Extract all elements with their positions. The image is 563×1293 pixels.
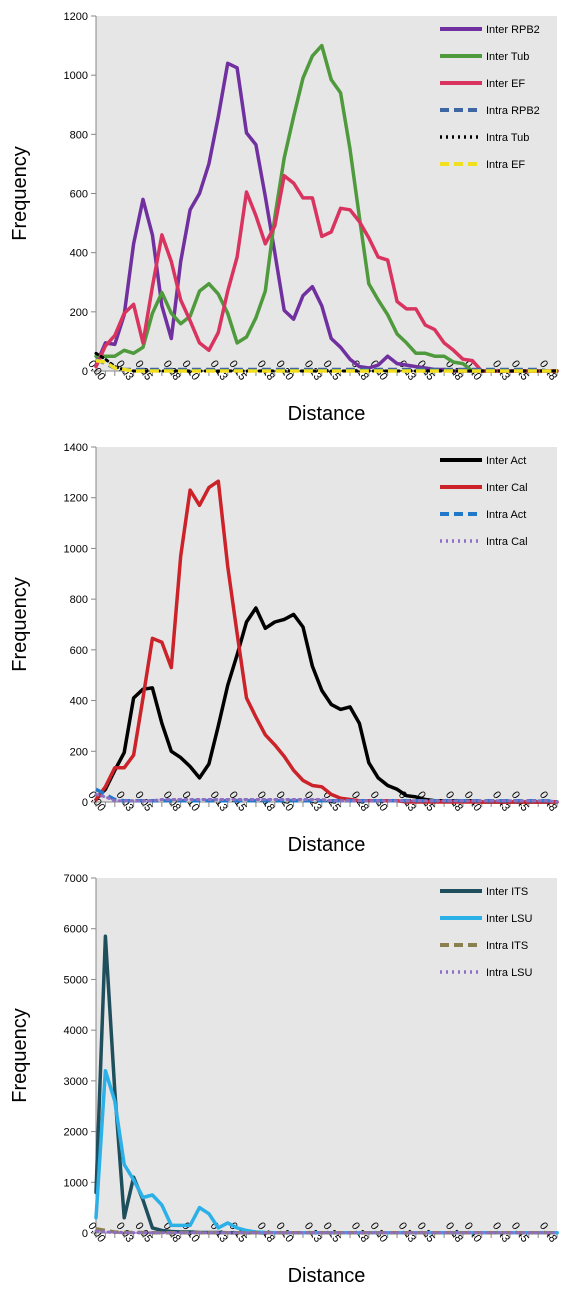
y-tick-label: 400 — [70, 248, 88, 260]
chart-panel-1: 0 200 400 600 800 1000 1200 0,00 0,03 0,05 0,08 0,1… — [0, 0, 563, 431]
y-tick-label: 800 — [70, 594, 88, 606]
y-tick-label: 1200 — [64, 493, 88, 505]
y-tick-label: 2000 — [64, 1127, 88, 1139]
y-axis-title: Frequency — [9, 146, 31, 241]
x-axis-title: Distance — [288, 403, 366, 425]
chart-panel-3: 0 1000 2000 3000 4000 5000 6000 7000 0,00 0,03 0,0… — [0, 862, 563, 1293]
y-tick-label: 7000 — [64, 873, 88, 885]
y-tick-label: 200 — [70, 307, 88, 319]
series-line-intra-cal — [94, 792, 559, 804]
legend-label: Inter LSU — [486, 913, 533, 925]
y-tick-label: 400 — [70, 696, 88, 708]
y-tick-label: 600 — [70, 189, 88, 201]
y-axis-title: Frequency — [9, 1008, 31, 1103]
y-tick-label: 800 — [70, 129, 88, 141]
legend-label: Inter EF — [486, 78, 525, 90]
legend-label: Inter Tub — [486, 51, 529, 63]
y-tick-label: 0 — [82, 1228, 88, 1240]
y-tick-label: 4000 — [64, 1025, 88, 1037]
legend-label: Inter Act — [486, 455, 526, 467]
y-tick-label: 0 — [82, 797, 88, 809]
y-tick-label: 600 — [70, 645, 88, 657]
plot-area — [96, 878, 557, 1233]
series-line-intra-lsu — [94, 1229, 559, 1235]
legend-label: Intra Tub — [486, 132, 529, 144]
legend-label: Inter ITS — [486, 886, 528, 898]
plot-area — [96, 447, 557, 802]
y-tick-label: 1000 — [64, 1177, 88, 1189]
legend-label: Intra RPB2 — [486, 105, 540, 117]
y-tick-label: 6000 — [64, 924, 88, 936]
legend-label: Inter Cal — [486, 482, 528, 494]
legend-label: Intra EF — [486, 159, 525, 171]
y-tick-label: 1000 — [64, 543, 88, 555]
legend-label: Intra Act — [486, 509, 526, 521]
y-tick-label: 5000 — [64, 974, 88, 986]
legend-label: Inter RPB2 — [486, 24, 540, 36]
y-tick-label: 1200 — [64, 11, 88, 23]
legend-label: Intra Cal — [486, 536, 528, 548]
y-tick-label: 1400 — [64, 442, 88, 454]
legend-label: Intra LSU — [486, 967, 533, 979]
chart-panel-2: 0 200 400 600 800 1000 1200 1400 0,00 0,03 0,05 0,0… — [0, 431, 563, 862]
legend-label: Intra ITS — [486, 940, 528, 952]
y-tick-label: 200 — [70, 746, 88, 758]
series-line-intra-ef — [95, 358, 557, 373]
y-tick-label: 3000 — [64, 1076, 88, 1088]
x-axis-title: Distance — [288, 1265, 366, 1287]
y-tick-label: 1000 — [64, 70, 88, 82]
x-axis-title: Distance — [288, 834, 366, 856]
y-axis-title: Frequency — [9, 577, 31, 672]
y-tick-label: 0 — [82, 366, 88, 378]
